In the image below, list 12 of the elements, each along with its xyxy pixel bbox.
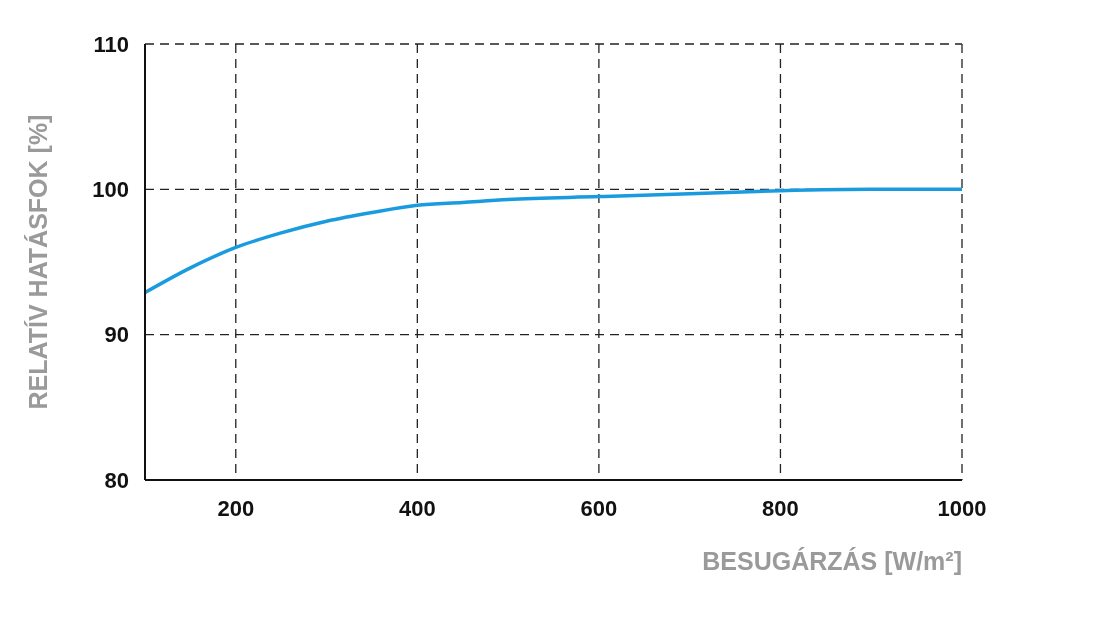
x-tick-label: 1000 bbox=[937, 495, 987, 521]
x-tick-label: 400 bbox=[398, 495, 436, 521]
x-axis-title: BESUGÁRZÁS [W/m²] bbox=[702, 547, 962, 575]
y-tick-label: 100 bbox=[92, 177, 129, 203]
x-tick-label: 600 bbox=[580, 495, 618, 521]
y-tick-label: 80 bbox=[104, 467, 129, 493]
x-tick-label: 800 bbox=[762, 495, 799, 521]
line-series bbox=[145, 187, 962, 295]
y-tick-label: 90 bbox=[104, 322, 129, 348]
y-tick-label: 110 bbox=[93, 31, 129, 57]
x-tick-label: 200 bbox=[217, 495, 255, 521]
y-axis-title: RELATÍV HATÁSFOK [%] bbox=[23, 114, 52, 410]
